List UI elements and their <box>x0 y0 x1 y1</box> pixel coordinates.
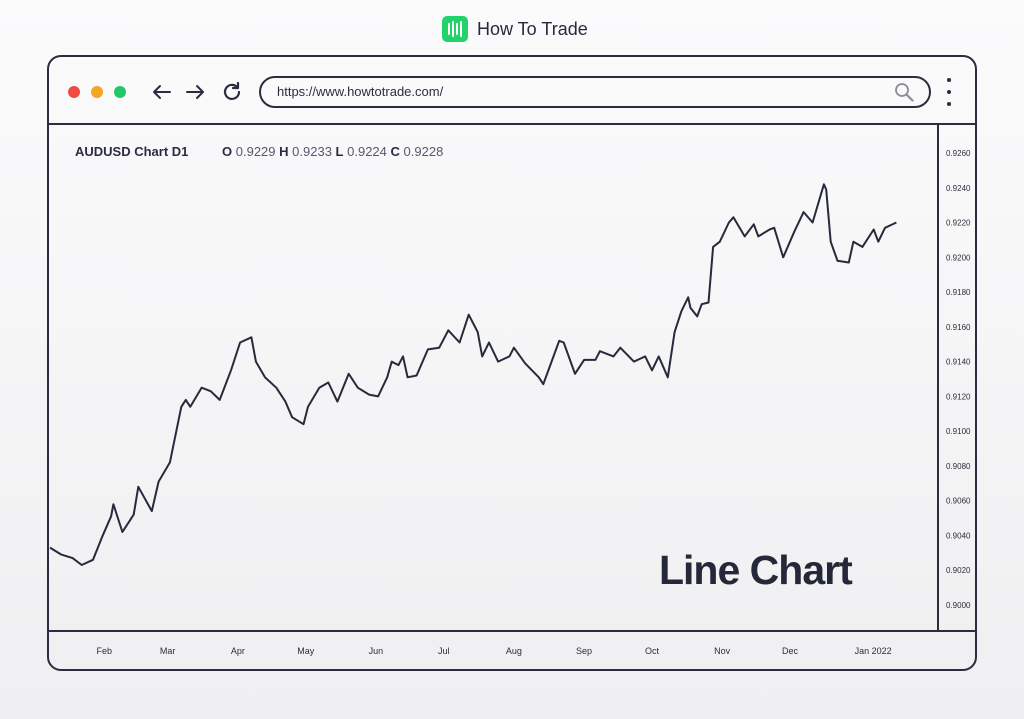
ohlc-open-value: 0.9229 <box>235 144 276 159</box>
y-tick-label: 0.9140 <box>946 358 971 367</box>
ohlc-close-value: 0.9228 <box>403 144 444 159</box>
y-tick-label: 0.9260 <box>946 149 971 158</box>
y-tick-label: 0.9040 <box>946 531 971 540</box>
ohlc-low-key: L <box>335 144 344 159</box>
x-tick-label: Feb <box>97 646 113 656</box>
line-chart-label: Line Chart <box>659 547 853 593</box>
close-window-dot[interactable] <box>68 86 80 98</box>
brand-name: How To Trade <box>477 18 588 39</box>
x-tick-label: Apr <box>231 646 245 656</box>
x-tick-label: Jan 2022 <box>855 646 892 656</box>
y-tick-labels: 0.9260 0.9240 0.9220 0.9200 0.9180 0.9160 0.91… <box>946 149 971 610</box>
x-tick-labels: Feb Mar Apr May Jun Jul Aug Sep Oct Nov Dec Jan 202… <box>97 646 892 656</box>
y-tick-label: 0.9240 <box>946 184 971 193</box>
chart-title: AUDUSD Chart D1 <box>75 144 189 159</box>
x-tick-label: Sep <box>576 646 592 656</box>
ohlc-open-key: O <box>222 144 233 159</box>
x-tick-label: Mar <box>160 646 176 656</box>
kebab-menu-icon[interactable] <box>944 78 954 106</box>
brand: How To Trade <box>442 16 588 42</box>
price-line <box>49 183 897 566</box>
ohlc-readout: O 0.9229 H 0.9233 L 0.9224 C 0.9228 <box>222 144 443 159</box>
y-tick-label: 0.9120 <box>946 392 971 401</box>
reload-icon[interactable] <box>219 79 245 105</box>
y-tick-label: 0.9060 <box>946 497 971 506</box>
x-tick-label: Dec <box>782 646 799 656</box>
x-tick-label: May <box>297 646 315 656</box>
y-tick-label: 0.9000 <box>946 601 971 610</box>
y-tick-label: 0.9160 <box>946 323 971 332</box>
ohlc-high-key: H <box>279 144 289 159</box>
maximize-window-dot[interactable] <box>114 86 126 98</box>
browser-window: https://www.howtotrade.com/ 0.9260 0.9240… <box>47 55 977 671</box>
how-to-trade-logo-icon <box>442 16 468 42</box>
line-chart: 0.9260 0.9240 0.9220 0.9200 0.9180 0.9160 0.91… <box>49 124 975 656</box>
y-tick-label: 0.9080 <box>946 462 971 471</box>
ohlc-high-value: 0.9233 <box>292 144 332 159</box>
arrow-right-icon[interactable] <box>182 79 208 105</box>
url-text[interactable]: https://www.howtotrade.com/ <box>277 84 444 99</box>
ohlc-close-key: C <box>390 144 400 159</box>
y-tick-label: 0.9180 <box>946 288 971 297</box>
minimize-window-dot[interactable] <box>91 86 103 98</box>
search-icon[interactable] <box>893 81 915 103</box>
y-tick-label: 0.9200 <box>946 253 971 262</box>
y-tick-label: 0.9220 <box>946 219 971 228</box>
x-tick-label: Oct <box>645 646 660 656</box>
browser-toolbar: https://www.howtotrade.com/ <box>49 57 975 125</box>
arrow-left-icon[interactable] <box>149 79 175 105</box>
ohlc-low-value: 0.9224 <box>347 144 387 159</box>
x-tick-label: Nov <box>714 646 731 656</box>
url-bar[interactable]: https://www.howtotrade.com/ <box>259 76 931 108</box>
x-tick-label: Jul <box>438 646 450 656</box>
y-tick-label: 0.9020 <box>946 566 971 575</box>
x-tick-label: Jun <box>369 646 384 656</box>
x-tick-label: Aug <box>506 646 522 656</box>
y-tick-label: 0.9100 <box>946 427 971 436</box>
